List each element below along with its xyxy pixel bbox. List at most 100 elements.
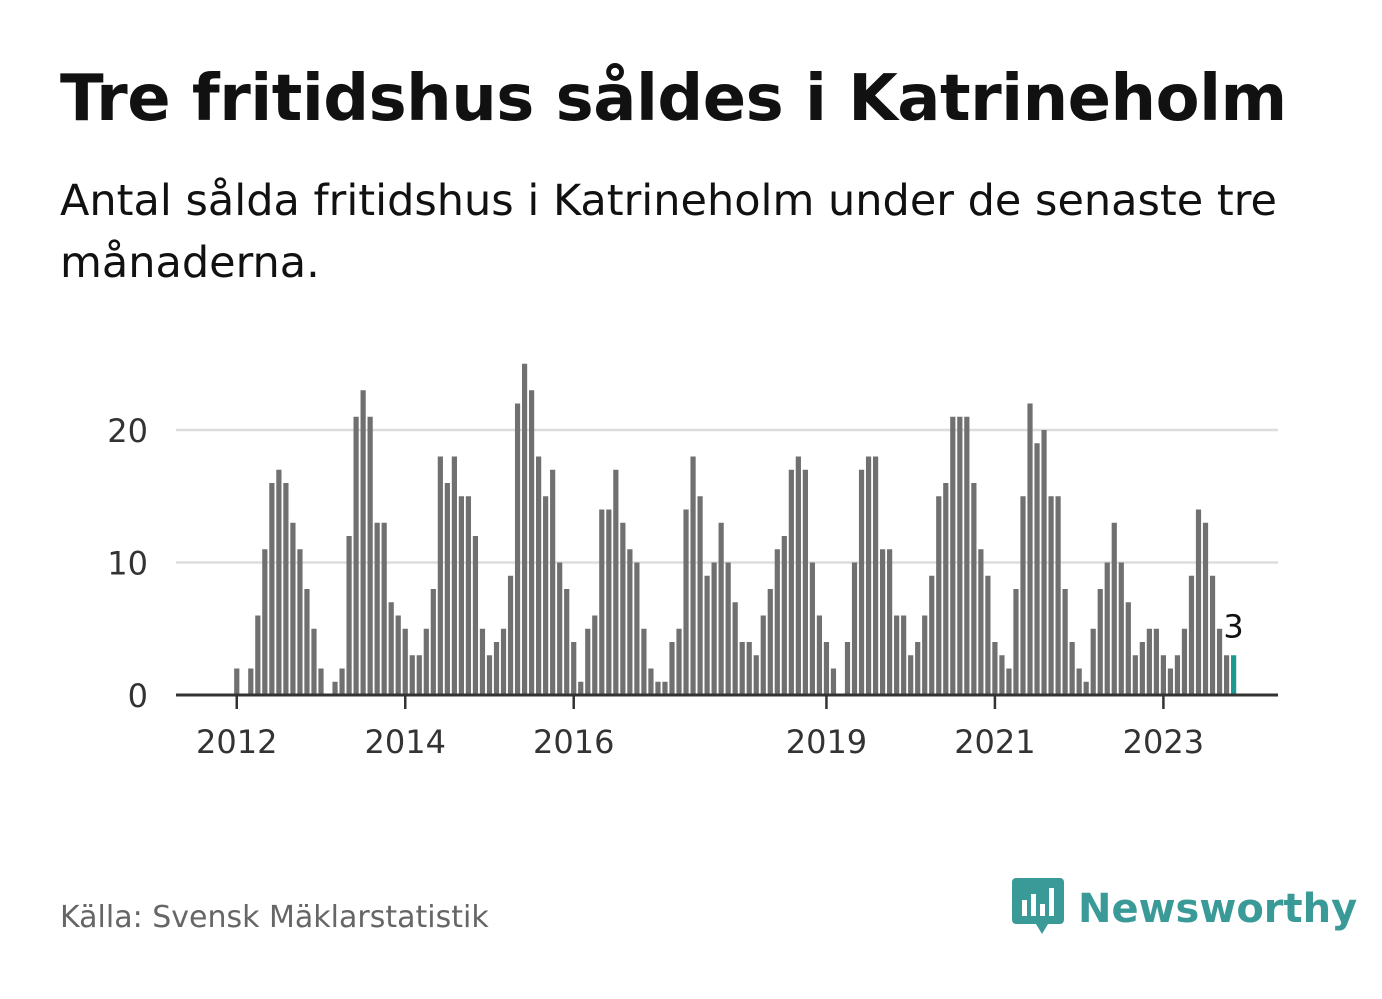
bar: [1139, 642, 1145, 695]
bar: [304, 589, 310, 695]
bar: [908, 655, 914, 695]
bar: [690, 456, 696, 695]
bar: [1223, 655, 1230, 695]
bar: [613, 469, 619, 695]
bar: [732, 602, 738, 695]
bar: [887, 549, 893, 695]
bar: [1174, 655, 1181, 695]
bar: [381, 522, 387, 695]
bar: [486, 655, 493, 695]
bar: [248, 668, 254, 695]
chart-title: Tre fritidshus såldes i Katrineholm: [60, 62, 1287, 136]
bar: [627, 549, 633, 695]
bar: [1034, 443, 1040, 695]
bar: [1083, 681, 1089, 695]
bar: [500, 628, 507, 695]
highlighted-bar: [1231, 655, 1237, 695]
bar: [662, 681, 668, 695]
bar: [880, 549, 886, 695]
bar: [543, 496, 549, 695]
bar: [1216, 628, 1223, 695]
bar: [620, 522, 626, 695]
bar: [536, 456, 542, 695]
bar: [809, 562, 815, 695]
bar: [1195, 509, 1202, 695]
brand-name: Newsworthy: [1078, 886, 1358, 932]
bar: [585, 628, 591, 695]
bar: [802, 469, 808, 695]
bar: [725, 562, 731, 695]
bar: [557, 562, 563, 695]
axes: [176, 693, 1278, 709]
bar: [1209, 575, 1216, 695]
bar: [1125, 602, 1131, 695]
bar: [564, 589, 570, 695]
bar: [971, 483, 977, 695]
bar: [648, 668, 654, 695]
bar: [318, 668, 324, 695]
bar: [437, 456, 443, 695]
y-tick-label: 20: [107, 412, 148, 450]
bar: [929, 575, 935, 695]
bar: [844, 642, 851, 695]
bar: [465, 496, 472, 695]
bar: [823, 642, 830, 695]
bar: [451, 456, 457, 695]
last-value-label: 3: [1223, 607, 1243, 645]
bar: [311, 628, 317, 695]
newsworthy-logo-icon: [1012, 876, 1064, 942]
bar: [1160, 655, 1166, 695]
bar: [416, 655, 422, 695]
bar: [339, 668, 345, 695]
bar: [360, 390, 366, 695]
bar: [739, 642, 745, 695]
bar: [1090, 628, 1096, 695]
bar: [592, 615, 598, 695]
bar: [858, 469, 865, 695]
bar: [1188, 575, 1195, 695]
bar: [1069, 642, 1075, 695]
bar: [1181, 628, 1188, 695]
bar: [1167, 668, 1174, 695]
bar: [290, 522, 296, 695]
bar: [479, 628, 486, 695]
bar: [978, 549, 984, 695]
bar: [774, 549, 780, 695]
bar: [718, 522, 724, 695]
bar: [395, 615, 401, 695]
bar: [283, 483, 289, 695]
bar: [1118, 562, 1124, 695]
bar: [943, 483, 949, 695]
bar: [872, 456, 879, 695]
bar: [1202, 522, 1209, 695]
bar: [402, 628, 408, 695]
bar: [332, 681, 338, 695]
bar: [669, 642, 675, 695]
bar: [683, 509, 689, 695]
bar: [634, 562, 640, 695]
bar: [985, 575, 991, 695]
bar: [1132, 655, 1138, 695]
bar: [1006, 668, 1012, 695]
bar: [1048, 496, 1054, 695]
bar: [521, 363, 528, 695]
bar: [1041, 430, 1047, 695]
bar: [950, 416, 956, 695]
bar: [894, 615, 900, 695]
bar: [444, 483, 450, 695]
bar: [571, 642, 577, 695]
bar: [851, 562, 858, 695]
bar: [578, 681, 584, 695]
bar: [781, 536, 787, 695]
bar: [430, 589, 436, 695]
bar: [606, 509, 612, 695]
bar: [1027, 403, 1033, 695]
bar: [922, 615, 928, 695]
bar: [957, 416, 963, 695]
bar: [550, 469, 556, 695]
bar: [753, 655, 759, 695]
bar: [1055, 496, 1061, 695]
bar: [599, 509, 605, 695]
newsworthy-brand[interactable]: Newsworthy: [1012, 878, 1357, 940]
bar: [676, 628, 682, 695]
